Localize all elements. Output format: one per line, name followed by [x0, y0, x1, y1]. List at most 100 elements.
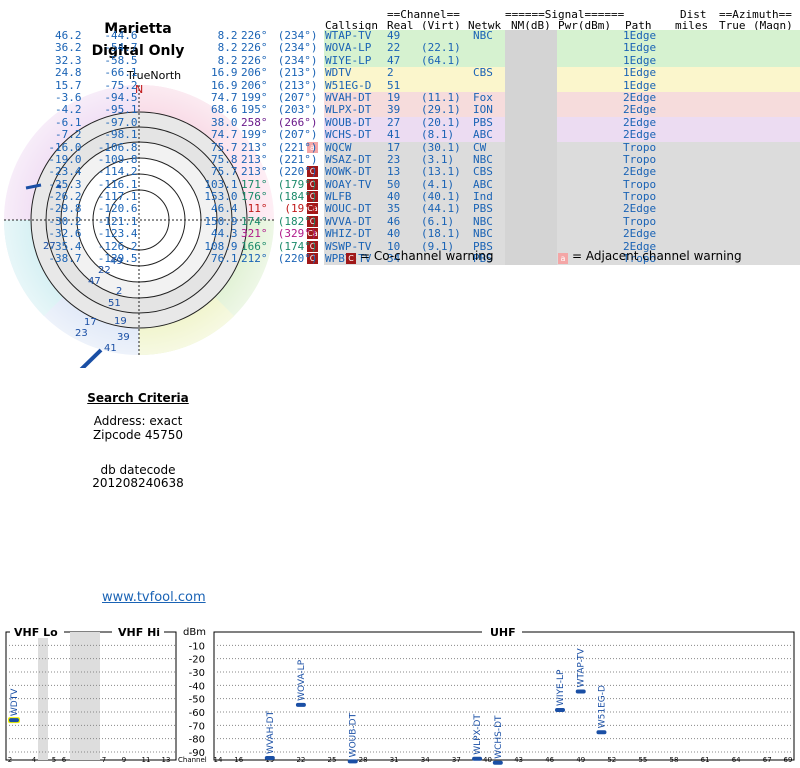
cell-path: 2Edge: [623, 202, 657, 216]
uhf-x-tick: 37: [452, 756, 461, 764]
co-channel-swatch: C: [346, 253, 356, 264]
station-label: WTAP-TV: [577, 647, 587, 687]
vhf-x-tick: 7: [102, 756, 106, 764]
table-row: WLPX-DT 39 (29.1) ION -4.2 -95.1 2Edge 68.6 195°…: [55, 103, 800, 117]
cell-real: 50: [387, 177, 401, 191]
cell-dist: 74.7: [211, 128, 238, 142]
cell-callsign: WSWP-TV: [325, 239, 372, 253]
cell-path: Tropo: [623, 190, 657, 204]
table-row: C WLFB 40 (40.1) Ind -26.2 -117.1 Tropo 153.0 176…: [48, 190, 800, 204]
station-bar-47: [79, 348, 103, 368]
table-row: a WQCW 17 (30.1) CW -16.0 -106.8 Tropo 75.7 213° (…: [48, 141, 800, 154]
tvfool-link[interactable]: www.tvfool.com: [102, 590, 206, 605]
cell-virt: (3.1): [421, 152, 455, 166]
station-label: WIYE-LP: [556, 669, 566, 706]
uhf-x-tick: 28: [359, 756, 368, 764]
group-channel: ==Channel==: [387, 8, 460, 21]
location-title: Marietta: [104, 21, 172, 37]
table-row: WOUB-DT 27 (20.1) PBS -6.1 -97.0 2Edge 38.0 258°…: [55, 116, 800, 130]
cell-az-magn: (221°): [277, 152, 318, 166]
cell-netwk: ION: [473, 103, 493, 117]
vhf-x-tick: 6: [62, 756, 67, 764]
uhf-x-tick: 69: [784, 756, 793, 764]
cell-nm: 46.2: [55, 29, 82, 42]
cell-az-magn: (234°): [277, 41, 318, 55]
cell-netwk: NBC: [473, 214, 493, 228]
cell-dist: 8.2: [217, 29, 238, 42]
cell-netwk: PBS: [473, 115, 493, 129]
cell-az-true: 226°: [241, 29, 268, 42]
cell-pwr: -94.5: [104, 90, 138, 104]
cell-pwr: -129.5: [97, 252, 138, 266]
cell-dist: 38.0: [211, 115, 238, 129]
cell-path: Tropo: [623, 140, 657, 154]
cell-path: Tropo: [623, 214, 657, 228]
y-tick-label: -20: [189, 655, 205, 666]
cell-dist: 8.2: [217, 41, 238, 55]
cell-nm: 36.2: [55, 41, 82, 55]
cell-path: 2Edge: [623, 103, 657, 117]
cell-real: 40: [387, 227, 401, 241]
cell-nm: -7.2: [55, 128, 82, 142]
cell-az-magn: (234°): [277, 29, 318, 42]
cell-netwk: CW: [473, 140, 487, 154]
cell-callsign: WOWK-DT: [325, 165, 372, 179]
cell-az-magn: (203°): [277, 103, 318, 117]
cell-pwr: -117.1: [97, 190, 138, 204]
polar-label-22: 22: [98, 265, 111, 276]
vhf-x-tick: 11: [142, 756, 151, 764]
co-channel-warning-icon: C: [307, 215, 318, 227]
cell-netwk: NBC: [473, 227, 493, 241]
cell-pwr: -54.7: [104, 41, 138, 55]
cell-az-true: 226°: [241, 41, 268, 55]
cell-pwr: -98.1: [104, 128, 138, 142]
cell-real: 34: [387, 252, 401, 266]
uhf-x-tick: 40: [483, 756, 492, 764]
cell-dist: 103.1: [204, 177, 238, 191]
vhf-x-tick: 5: [52, 756, 56, 764]
cell-pwr: -106.8: [97, 140, 138, 154]
cell-netwk: ABC: [473, 177, 493, 191]
station-label: WDTV: [10, 688, 20, 716]
cell-pwr: -95.1: [104, 103, 138, 117]
polar-label-23: 23: [75, 328, 88, 339]
station-table: ==Channel== ======Signal====== Dist ==Az…: [48, 8, 800, 266]
cell-az-magn: (220°): [277, 252, 318, 266]
co-channel-legend: C = Co-channel warning: [346, 249, 494, 264]
co-channel-warning-icon: C: [307, 178, 318, 190]
polar-label-49: 49: [110, 256, 123, 267]
cell-virt: (18.1): [421, 227, 461, 241]
uhf-x-tick: 25: [328, 756, 337, 764]
cell-real: 23: [387, 152, 401, 166]
station-marker: [555, 708, 565, 712]
table-row: Ca WHIZ-DT 40 (18.1) NBC -32.6 -123.4 2Edge 44.3…: [48, 227, 800, 241]
cell-netwk: Ind: [473, 190, 493, 204]
uhf-x-tick: 55: [638, 756, 647, 764]
cell-nm: -6.1: [55, 115, 82, 129]
cell-dist: 150.9: [204, 214, 238, 228]
table-row: WVAH-DT 19 (11.1) Fox -3.6 -94.5 2Edge 74.7 199°…: [55, 91, 800, 105]
cell-real: 41: [387, 128, 401, 142]
cell-path: 2Edge: [623, 165, 657, 179]
cell-path: 1Edge: [623, 53, 657, 67]
table-row: WOVA-LP 22 (22.1) 36.2 -54.7 1Edge 8.2 226° (234…: [55, 41, 800, 55]
cell-az-true: 166°: [241, 239, 268, 253]
co-channel-warning-icon: Ca: [307, 228, 318, 240]
station-marker: [575, 689, 586, 694]
cell-nm: -30.2: [48, 214, 82, 228]
uhf-x-tick: 31: [390, 756, 399, 764]
cell-netwk: PBS: [473, 239, 493, 253]
cell-callsign: WOVA-LP: [325, 41, 372, 55]
vhf-x-tick: 9: [122, 756, 126, 764]
cell-az-magn: (266°): [277, 115, 318, 129]
cell-az-magn: (207°): [277, 128, 318, 142]
uhf-label: UHF: [490, 626, 516, 639]
table-row: WDTV 2 CBS 24.8 -66.1 1Edge 16.9 206° (213°): [55, 66, 800, 80]
table-column-header: Callsign Real (Virt) Netwk NM(dB) Pwr(dB…: [307, 19, 793, 32]
cell-az-magn: (329°): [277, 227, 318, 241]
cell-dist: 108.9: [204, 239, 238, 253]
y-tick-label: -90: [189, 748, 205, 759]
cell-real: 40: [387, 190, 401, 204]
col-virt: (Virt): [421, 19, 461, 32]
cell-netwk: Fox: [473, 90, 493, 104]
